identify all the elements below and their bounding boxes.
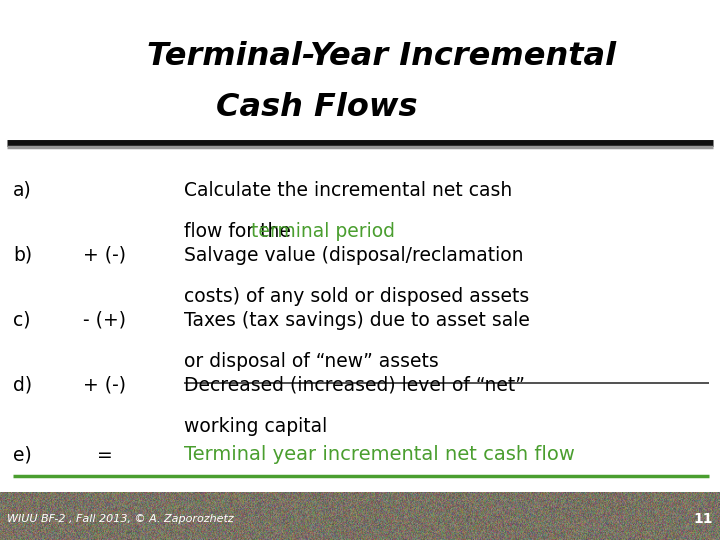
Text: c): c) — [13, 310, 30, 329]
Text: terminal period: terminal period — [251, 222, 395, 241]
Text: =: = — [96, 446, 112, 464]
Text: working capital: working capital — [184, 417, 327, 436]
Text: 11: 11 — [693, 511, 713, 525]
Text: - (+): - (+) — [83, 310, 126, 329]
Text: Salvage value (disposal/reclamation: Salvage value (disposal/reclamation — [184, 246, 523, 265]
Text: Cash Flows: Cash Flows — [216, 92, 418, 124]
Text: Terminal-Year Incremental: Terminal-Year Incremental — [147, 41, 616, 72]
Text: WIUU BF-2 , Fall 2013, © A. Zaporozhetz: WIUU BF-2 , Fall 2013, © A. Zaporozhetz — [7, 514, 234, 524]
Text: Calculate the incremental net cash: Calculate the incremental net cash — [184, 181, 512, 200]
Text: flow for the: flow for the — [184, 222, 297, 241]
Text: a): a) — [13, 181, 32, 200]
Text: or disposal of “new” assets: or disposal of “new” assets — [184, 352, 438, 371]
Text: b): b) — [13, 246, 32, 265]
Text: Decreased (increased) level of “net”: Decreased (increased) level of “net” — [184, 375, 524, 394]
Text: costs) of any sold or disposed assets: costs) of any sold or disposed assets — [184, 287, 529, 306]
Text: + (-): + (-) — [83, 246, 126, 265]
Text: Taxes (tax savings) due to asset sale: Taxes (tax savings) due to asset sale — [184, 310, 529, 329]
Text: e): e) — [13, 446, 32, 464]
Text: Terminal year incremental net cash flow: Terminal year incremental net cash flow — [184, 446, 575, 464]
Text: + (-): + (-) — [83, 375, 126, 394]
Text: d): d) — [13, 375, 32, 394]
